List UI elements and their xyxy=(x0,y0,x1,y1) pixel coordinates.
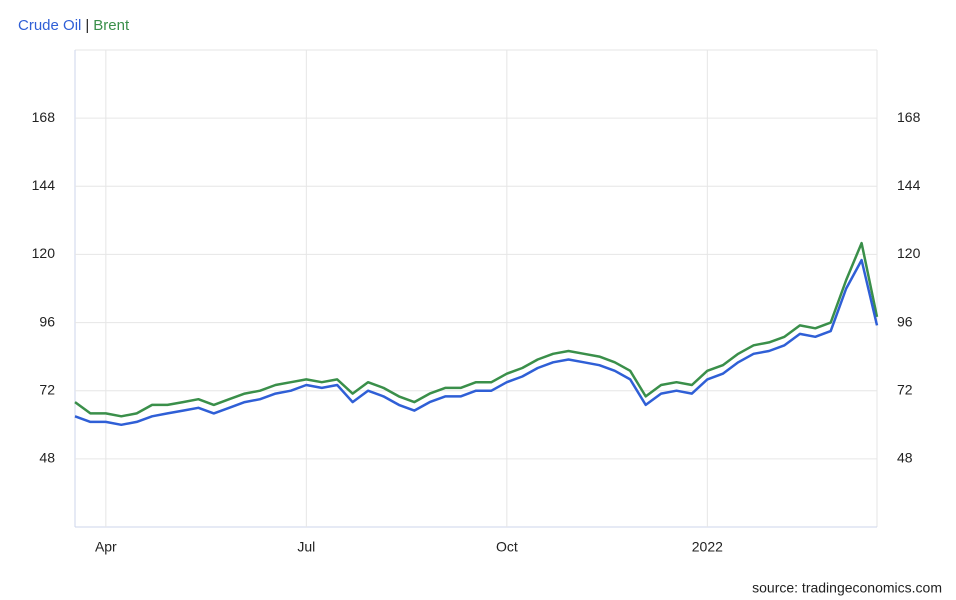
y-tick-label: 96 xyxy=(39,313,55,329)
y2-tick-label: 120 xyxy=(897,245,921,261)
y-tick-label: 144 xyxy=(32,177,56,193)
y2-tick-label: 144 xyxy=(897,177,921,193)
legend: Crude Oil | Brent xyxy=(18,17,130,34)
legend-entry: Brent xyxy=(93,17,130,34)
legend-separator: | xyxy=(85,17,89,34)
y2-tick-label: 168 xyxy=(897,109,921,125)
series-line xyxy=(74,258,879,427)
legend-entry: Crude Oil xyxy=(18,17,81,34)
series-line xyxy=(74,241,879,418)
source: source: tradingeconomics.com xyxy=(752,580,942,596)
y-tick-label: 168 xyxy=(32,109,56,125)
x-tick-label: Apr xyxy=(95,539,117,555)
x-tick-label: Oct xyxy=(496,539,518,555)
y-tick-label: 48 xyxy=(39,450,55,466)
y2-tick-label: 96 xyxy=(897,313,913,329)
y2-tick-label: 72 xyxy=(897,381,913,397)
y2-tick-label: 48 xyxy=(897,450,913,466)
y-tick-label: 120 xyxy=(32,245,56,261)
y-tick-label: 72 xyxy=(39,381,55,397)
x-tick-label: 2022 xyxy=(692,539,723,555)
x-tick-label: Jul xyxy=(297,539,315,555)
